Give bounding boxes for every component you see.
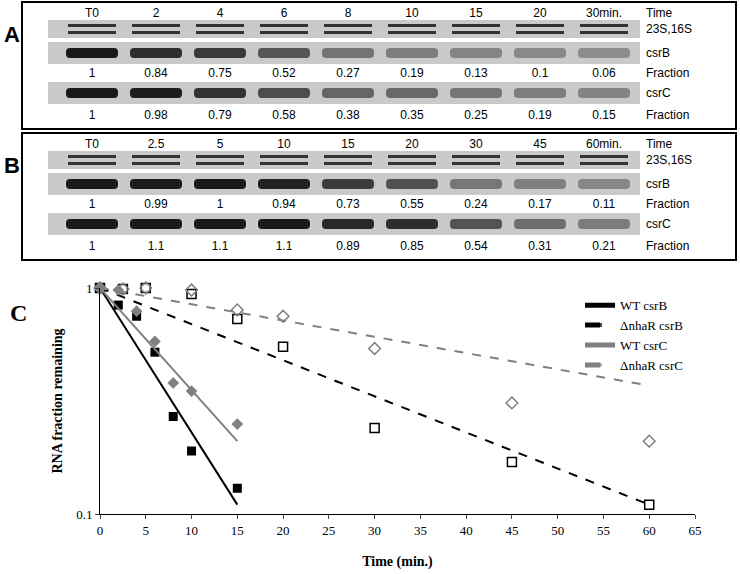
svg-text:30: 30 xyxy=(368,523,381,538)
svg-text:0.24: 0.24 xyxy=(464,197,488,211)
svg-text:0.1: 0.1 xyxy=(76,507,92,522)
svg-text:1: 1 xyxy=(89,239,96,253)
svg-text:0.54: 0.54 xyxy=(464,239,488,253)
svg-text:Fraction: Fraction xyxy=(646,197,689,211)
svg-text:25: 25 xyxy=(322,523,335,538)
svg-text:23S,16S: 23S,16S xyxy=(646,153,692,167)
svg-text:RNA fraction remaining: RNA fraction remaining xyxy=(50,328,65,473)
html-text:C: C xyxy=(10,300,28,326)
svg-text:0.75: 0.75 xyxy=(208,66,232,80)
svg-text:Fraction: Fraction xyxy=(646,108,689,122)
svg-text:0: 0 xyxy=(97,523,104,538)
svg-text:0.99: 0.99 xyxy=(144,197,168,211)
svg-text:0.19: 0.19 xyxy=(528,108,552,122)
svg-text:23S,16S: 23S,16S xyxy=(646,22,692,36)
svg-text:60min.: 60min. xyxy=(586,137,622,151)
svg-text:1: 1 xyxy=(89,66,96,80)
svg-text:15: 15 xyxy=(469,6,483,20)
svg-text:2: 2 xyxy=(153,6,160,20)
svg-text:0.13: 0.13 xyxy=(464,66,488,80)
svg-text:35: 35 xyxy=(414,523,427,538)
svg-text:ΔnhaR csrB: ΔnhaR csrB xyxy=(620,318,683,333)
svg-text:5: 5 xyxy=(217,137,224,151)
svg-text:55: 55 xyxy=(597,523,610,538)
svg-text:0.94: 0.94 xyxy=(272,197,296,211)
svg-text:1: 1 xyxy=(86,281,93,296)
svg-text:WT csrB: WT csrB xyxy=(620,298,667,313)
svg-text:0.98: 0.98 xyxy=(144,108,168,122)
svg-text:0.15: 0.15 xyxy=(592,108,616,122)
svg-text:1.1: 1.1 xyxy=(148,239,165,253)
svg-text:csrC: csrC xyxy=(646,217,671,231)
svg-text:50: 50 xyxy=(551,523,564,538)
svg-text:1.1: 1.1 xyxy=(212,239,229,253)
svg-text:0.27: 0.27 xyxy=(336,66,360,80)
svg-text:10: 10 xyxy=(185,523,198,538)
svg-text:0.89: 0.89 xyxy=(336,239,360,253)
svg-text:10: 10 xyxy=(277,137,291,151)
svg-text:0.1: 0.1 xyxy=(532,66,549,80)
svg-text:T0: T0 xyxy=(85,137,99,151)
svg-text:30min.: 30min. xyxy=(586,6,622,20)
svg-text:40: 40 xyxy=(460,523,473,538)
svg-text:ΔnhaR csrC: ΔnhaR csrC xyxy=(620,358,683,373)
svg-text:Fraction: Fraction xyxy=(646,66,689,80)
svg-text:15: 15 xyxy=(341,137,355,151)
svg-text:0.35: 0.35 xyxy=(400,108,424,122)
svg-text:5: 5 xyxy=(143,523,150,538)
svg-text:0.84: 0.84 xyxy=(144,66,168,80)
svg-text:0.58: 0.58 xyxy=(272,108,296,122)
svg-text:Time: Time xyxy=(646,6,673,20)
svg-text:45: 45 xyxy=(533,137,547,151)
svg-text:0.55: 0.55 xyxy=(400,197,424,211)
svg-text:WT csrC: WT csrC xyxy=(620,338,667,353)
svg-text:0.25: 0.25 xyxy=(464,108,488,122)
svg-text:15: 15 xyxy=(231,523,244,538)
svg-text:20: 20 xyxy=(533,6,547,20)
svg-text:20: 20 xyxy=(277,523,290,538)
svg-text:6: 6 xyxy=(281,6,288,20)
svg-text:65: 65 xyxy=(689,523,702,538)
svg-text:10: 10 xyxy=(405,6,419,20)
svg-text:0.38: 0.38 xyxy=(336,108,360,122)
svg-text:A: A xyxy=(4,22,20,47)
svg-text:20: 20 xyxy=(405,137,419,151)
svg-text:0.73: 0.73 xyxy=(336,197,360,211)
svg-text:1.1: 1.1 xyxy=(276,239,293,253)
svg-text:0.17: 0.17 xyxy=(528,197,552,211)
svg-text:8: 8 xyxy=(345,6,352,20)
svg-text:csrB: csrB xyxy=(646,46,670,60)
svg-text:45: 45 xyxy=(505,523,518,538)
svg-text:0.21: 0.21 xyxy=(592,239,616,253)
svg-text:Fraction: Fraction xyxy=(646,239,689,253)
svg-text:csrC: csrC xyxy=(646,86,671,100)
svg-text:1: 1 xyxy=(217,197,224,211)
svg-text:B: B xyxy=(4,153,20,178)
svg-text:1: 1 xyxy=(89,108,96,122)
svg-text:0.79: 0.79 xyxy=(208,108,232,122)
svg-text:2.5: 2.5 xyxy=(148,137,165,151)
svg-text:0.85: 0.85 xyxy=(400,239,424,253)
svg-text:T0: T0 xyxy=(85,6,99,20)
svg-text:Time (min.): Time (min.) xyxy=(362,554,433,570)
svg-text:0.06: 0.06 xyxy=(592,66,616,80)
svg-text:4: 4 xyxy=(217,6,224,20)
svg-text:0.52: 0.52 xyxy=(272,66,296,80)
svg-text:Time: Time xyxy=(646,137,673,151)
svg-text:csrB: csrB xyxy=(646,177,670,191)
svg-text:0.31: 0.31 xyxy=(528,239,552,253)
svg-text:0.11: 0.11 xyxy=(593,197,616,211)
svg-text:30: 30 xyxy=(469,137,483,151)
svg-text:60: 60 xyxy=(643,523,656,538)
svg-text:0.19: 0.19 xyxy=(400,66,424,80)
svg-text:1: 1 xyxy=(89,197,96,211)
